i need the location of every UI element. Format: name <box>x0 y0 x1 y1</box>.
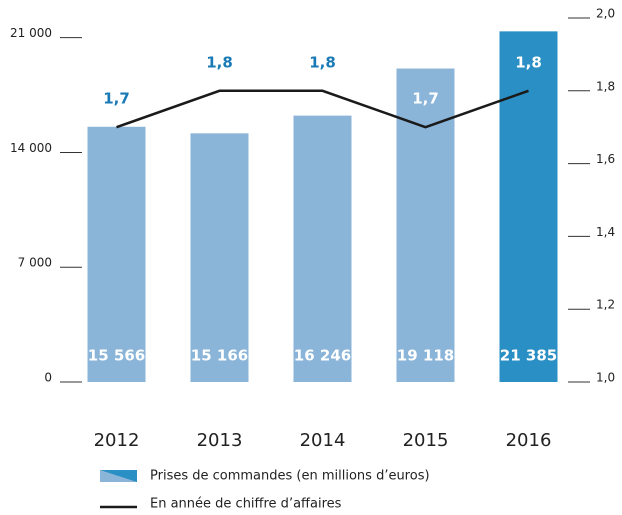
line-value-label: 1,7 <box>412 90 439 108</box>
y-tick-label: 7 000 <box>18 256 52 270</box>
y-tick-label: 21 000 <box>10 26 52 40</box>
bar <box>499 31 558 382</box>
bar-value-label: 16 246 <box>294 347 351 365</box>
line <box>116 89 529 129</box>
x-tick-label: 2015 <box>403 430 449 451</box>
bar-value-label: 15 566 <box>88 347 145 365</box>
y-tick-label: 0 <box>44 371 52 385</box>
y2-tick-label: 2,0 <box>596 7 615 21</box>
y2-tick-label: 1,0 <box>596 371 615 385</box>
y-tick-label: 14 000 <box>10 141 52 155</box>
line-value-label: 1,8 <box>309 53 336 71</box>
line-value-label: 1,8 <box>206 53 233 71</box>
legend-swatch-bar <box>100 470 137 482</box>
bar <box>396 68 455 382</box>
bar <box>293 115 352 382</box>
y2-tick-label: 1,8 <box>596 79 615 93</box>
bar <box>190 133 249 382</box>
bar-value-label: 15 166 <box>191 347 248 365</box>
x-tick-label: 2012 <box>94 430 140 451</box>
x-tick-label: 2014 <box>300 430 346 451</box>
bar <box>87 126 146 382</box>
x-tick-label: 2013 <box>197 430 243 451</box>
legend-label: Prises de commandes (en millions d’euros… <box>150 469 430 484</box>
bar-value-label: 19 118 <box>397 347 454 365</box>
y2-tick-label: 1,6 <box>596 152 615 166</box>
legend-label: En année de chiffre d’affaires <box>150 497 342 512</box>
line-value-label: 1,8 <box>515 53 542 71</box>
bar-value-label: 21 385 <box>500 347 557 365</box>
y2-tick-label: 1,2 <box>596 298 615 312</box>
line-value-label: 1,7 <box>103 90 130 108</box>
x-tick-label: 2016 <box>506 430 552 451</box>
y2-tick-label: 1,4 <box>596 225 615 239</box>
